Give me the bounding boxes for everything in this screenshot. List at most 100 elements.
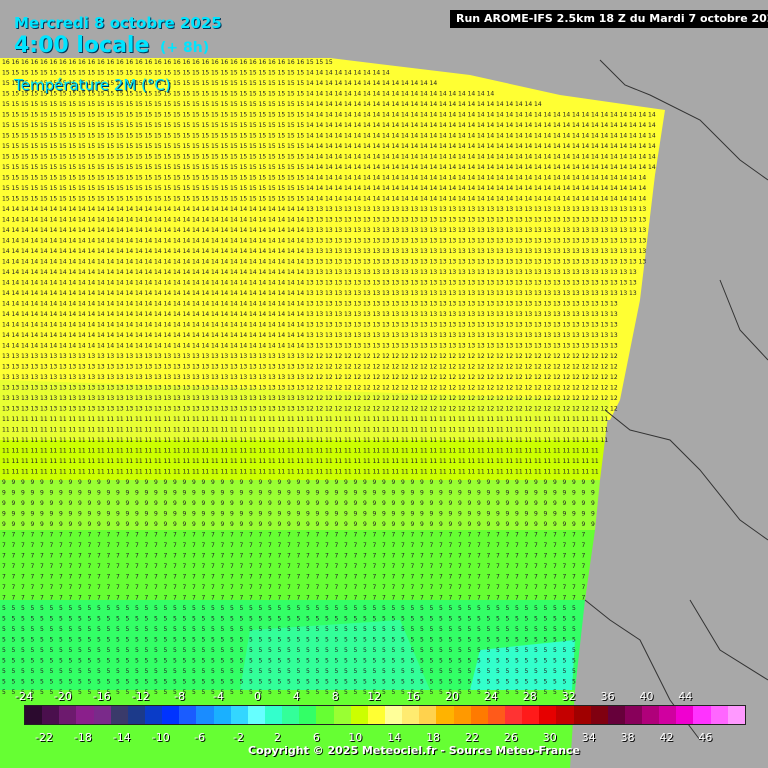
- svg-text:15: 15: [211, 154, 219, 161]
- svg-text:5: 5: [382, 605, 386, 612]
- svg-text:15: 15: [249, 133, 257, 140]
- svg-text:14: 14: [268, 332, 276, 339]
- svg-text:13: 13: [534, 259, 542, 266]
- svg-text:14: 14: [430, 196, 438, 203]
- svg-text:14: 14: [145, 238, 153, 245]
- svg-text:11: 11: [344, 416, 352, 423]
- svg-text:14: 14: [192, 332, 200, 339]
- svg-text:15: 15: [107, 70, 115, 77]
- svg-text:13: 13: [278, 406, 286, 413]
- svg-text:9: 9: [59, 490, 63, 497]
- color-swatch: [350, 706, 368, 724]
- svg-text:13: 13: [420, 280, 428, 287]
- svg-text:14: 14: [487, 133, 495, 140]
- svg-text:7: 7: [335, 595, 339, 602]
- svg-text:11: 11: [183, 469, 191, 476]
- svg-text:11: 11: [107, 427, 115, 434]
- svg-text:9: 9: [506, 521, 510, 528]
- color-swatch: [127, 706, 145, 724]
- svg-text:7: 7: [211, 595, 215, 602]
- svg-text:13: 13: [582, 322, 590, 329]
- svg-text:14: 14: [487, 122, 495, 129]
- svg-text:9: 9: [50, 521, 54, 528]
- svg-text:7: 7: [50, 553, 54, 560]
- svg-text:7: 7: [458, 563, 462, 570]
- svg-text:5: 5: [116, 658, 120, 665]
- svg-text:15: 15: [164, 112, 172, 119]
- svg-text:15: 15: [78, 164, 86, 171]
- svg-text:12: 12: [515, 406, 523, 413]
- svg-text:7: 7: [411, 595, 415, 602]
- svg-text:9: 9: [544, 521, 548, 528]
- svg-text:5: 5: [116, 689, 120, 696]
- svg-text:13: 13: [458, 301, 466, 308]
- svg-text:15: 15: [297, 133, 305, 140]
- svg-text:14: 14: [230, 280, 238, 287]
- svg-text:7: 7: [354, 595, 358, 602]
- svg-text:12: 12: [335, 406, 343, 413]
- svg-text:11: 11: [211, 437, 219, 444]
- svg-text:13: 13: [382, 206, 390, 213]
- svg-text:7: 7: [411, 574, 415, 581]
- svg-text:13: 13: [591, 217, 599, 224]
- svg-text:14: 14: [126, 238, 134, 245]
- svg-text:11: 11: [126, 437, 134, 444]
- svg-text:14: 14: [487, 164, 495, 171]
- svg-text:13: 13: [344, 290, 352, 297]
- svg-text:14: 14: [145, 259, 153, 266]
- svg-text:9: 9: [515, 500, 519, 507]
- svg-text:14: 14: [230, 227, 238, 234]
- svg-text:5: 5: [278, 605, 282, 612]
- svg-text:14: 14: [97, 322, 105, 329]
- svg-text:14: 14: [164, 269, 172, 276]
- svg-text:5: 5: [12, 637, 16, 644]
- svg-text:7: 7: [21, 563, 25, 570]
- svg-text:9: 9: [192, 490, 196, 497]
- svg-text:5: 5: [506, 647, 510, 654]
- svg-text:14: 14: [601, 164, 609, 171]
- svg-text:9: 9: [164, 521, 168, 528]
- svg-text:11: 11: [154, 469, 162, 476]
- svg-text:13: 13: [468, 227, 476, 234]
- svg-text:12: 12: [411, 364, 419, 371]
- svg-text:13: 13: [116, 353, 124, 360]
- svg-text:11: 11: [392, 469, 400, 476]
- svg-text:7: 7: [553, 595, 557, 602]
- svg-text:14: 14: [202, 290, 210, 297]
- svg-text:5: 5: [78, 668, 82, 675]
- svg-text:13: 13: [325, 217, 333, 224]
- svg-text:5: 5: [354, 668, 358, 675]
- svg-text:11: 11: [97, 427, 105, 434]
- svg-text:9: 9: [287, 511, 291, 518]
- svg-text:11: 11: [544, 448, 552, 455]
- svg-text:14: 14: [116, 311, 124, 318]
- svg-text:9: 9: [344, 511, 348, 518]
- svg-text:13: 13: [40, 395, 48, 402]
- svg-text:15: 15: [259, 154, 267, 161]
- svg-text:5: 5: [59, 689, 63, 696]
- svg-text:14: 14: [145, 343, 153, 350]
- svg-text:5: 5: [88, 626, 92, 633]
- svg-text:15: 15: [2, 175, 10, 182]
- svg-text:15: 15: [59, 80, 67, 87]
- svg-text:5: 5: [306, 616, 310, 623]
- svg-text:14: 14: [173, 259, 181, 266]
- svg-text:11: 11: [325, 469, 333, 476]
- svg-text:12: 12: [306, 364, 314, 371]
- svg-text:12: 12: [534, 406, 542, 413]
- svg-text:14: 14: [145, 301, 153, 308]
- svg-text:14: 14: [629, 133, 637, 140]
- legend-tick-label: -4: [213, 690, 224, 703]
- svg-text:9: 9: [230, 500, 234, 507]
- svg-text:15: 15: [88, 112, 96, 119]
- svg-text:14: 14: [116, 280, 124, 287]
- svg-text:13: 13: [335, 248, 343, 255]
- svg-text:9: 9: [392, 511, 396, 518]
- svg-text:15: 15: [116, 70, 124, 77]
- svg-text:15: 15: [126, 80, 134, 87]
- svg-text:14: 14: [639, 122, 647, 129]
- svg-text:5: 5: [458, 616, 462, 623]
- svg-text:13: 13: [601, 238, 609, 245]
- svg-text:13: 13: [297, 406, 305, 413]
- svg-text:5: 5: [12, 668, 16, 675]
